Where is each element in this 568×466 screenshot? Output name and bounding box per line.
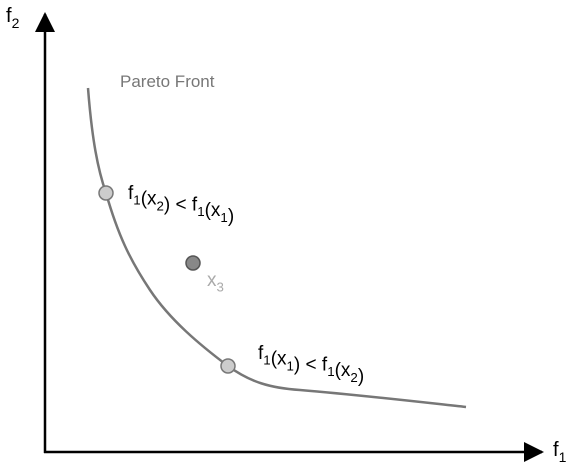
subscript: 1 xyxy=(559,449,567,465)
text-part: (x xyxy=(271,349,287,370)
text-part: f xyxy=(6,5,12,27)
text-part: (x xyxy=(335,360,351,381)
text-part: f xyxy=(258,343,264,364)
text-part: (x xyxy=(205,200,221,221)
annotation: f1(x1) < f1(x2) xyxy=(258,343,364,387)
annotation: f1(x2) < f1(x1) xyxy=(128,183,234,227)
x-axis-label: f1 xyxy=(553,439,567,465)
pareto-point xyxy=(98,185,114,201)
text-part: f xyxy=(128,183,134,204)
subscript: 1 xyxy=(287,358,294,373)
subscript: 1 xyxy=(133,193,140,208)
subscript: 2 xyxy=(157,198,164,213)
text-part: ) < f xyxy=(164,194,198,215)
text-part: ) xyxy=(358,366,364,387)
text-part: ) xyxy=(228,206,234,227)
subscript: 1 xyxy=(220,210,227,225)
text-part: x xyxy=(207,270,217,291)
text-part: (x xyxy=(141,189,157,210)
point-label: x3 xyxy=(207,270,224,295)
subscript: 2 xyxy=(350,370,357,385)
pareto-point xyxy=(220,358,236,374)
text-part: f xyxy=(553,439,559,461)
subscript: 1 xyxy=(263,353,270,368)
subscript: 2 xyxy=(12,15,20,31)
y-axis-label: f2 xyxy=(6,5,20,31)
text-part: ) < f xyxy=(294,354,328,375)
subscript: 3 xyxy=(217,280,224,295)
dominated-point xyxy=(185,255,201,271)
subscript: 1 xyxy=(327,364,334,379)
pareto-curve xyxy=(86,87,467,409)
subscript: 1 xyxy=(197,204,204,219)
curve-label: Pareto Front xyxy=(120,72,215,91)
